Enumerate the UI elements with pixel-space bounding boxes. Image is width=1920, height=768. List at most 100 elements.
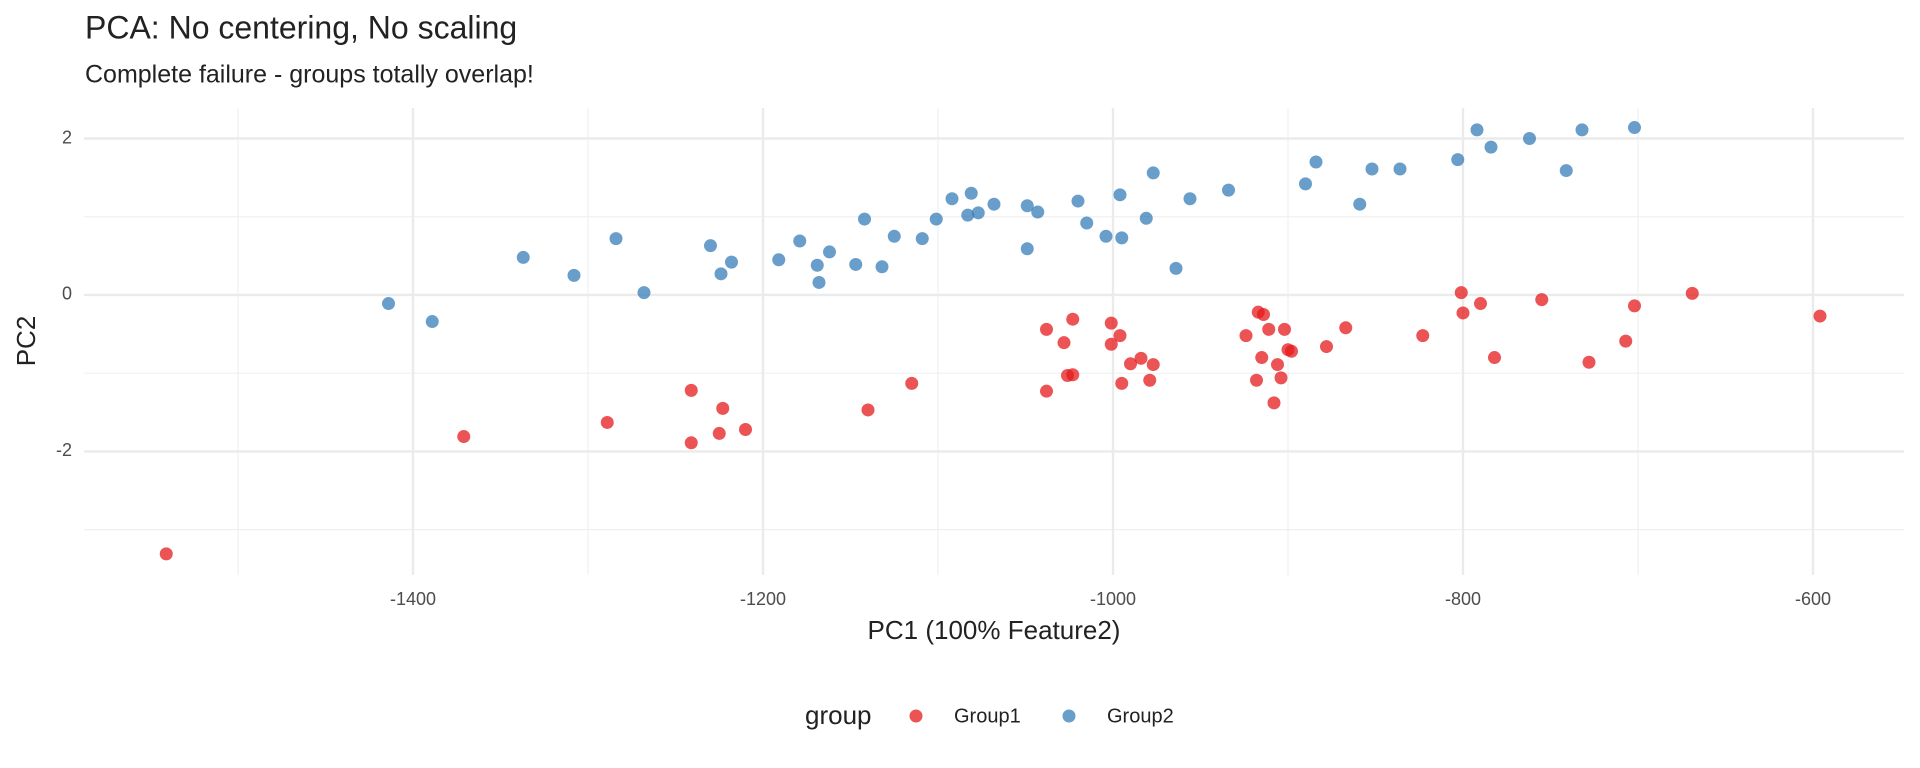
- point: [457, 430, 471, 444]
- point: [600, 415, 614, 429]
- point: [1451, 153, 1465, 167]
- point: [1255, 351, 1269, 365]
- point: [1104, 316, 1118, 330]
- point: [1628, 121, 1641, 135]
- point: [1113, 188, 1127, 202]
- point: [849, 257, 863, 271]
- point: [1582, 355, 1596, 369]
- point: [609, 232, 623, 246]
- point: [1040, 384, 1053, 398]
- point: [725, 255, 738, 269]
- point: [567, 268, 581, 282]
- legend-label: Group2: [1107, 705, 1174, 727]
- point: [858, 212, 871, 226]
- point: [810, 258, 824, 272]
- point: [159, 547, 173, 561]
- point: [1057, 336, 1071, 350]
- point: [1685, 286, 1699, 300]
- legend-marker: [909, 709, 923, 723]
- x-tick-label: -600: [1795, 589, 1831, 609]
- x-tick-label: -800: [1445, 589, 1481, 609]
- legend-marker: [1062, 709, 1076, 723]
- legend-label: Group1: [954, 705, 1021, 727]
- point: [875, 260, 889, 274]
- point: [1365, 162, 1379, 176]
- point: [425, 315, 439, 329]
- point: [516, 250, 530, 264]
- point: [704, 239, 717, 253]
- point: [1575, 123, 1589, 137]
- point: [1299, 177, 1312, 191]
- point: [1285, 344, 1298, 358]
- point: [1115, 376, 1129, 390]
- point: [1474, 297, 1487, 311]
- point: [1271, 358, 1284, 372]
- point: [684, 436, 698, 450]
- point: [1484, 140, 1498, 154]
- y-axis-title: PC2: [11, 316, 41, 367]
- point: [1488, 351, 1501, 365]
- point: [1146, 358, 1160, 372]
- chart-title: PCA: No centering, No scaling: [85, 9, 517, 45]
- point: [1559, 164, 1573, 178]
- point: [1353, 197, 1367, 211]
- point: [915, 232, 929, 246]
- x-tick-label: -1400: [390, 589, 436, 609]
- y-tick-label: 2: [62, 127, 72, 147]
- point: [1020, 199, 1034, 213]
- point: [382, 297, 395, 311]
- point: [1320, 340, 1333, 354]
- point: [1309, 155, 1323, 169]
- point: [1239, 329, 1253, 343]
- point: [823, 245, 836, 259]
- point: [1267, 396, 1281, 410]
- point: [1134, 351, 1148, 365]
- point: [1535, 293, 1549, 307]
- point: [1222, 183, 1235, 197]
- point: [1456, 306, 1470, 320]
- point: [1031, 205, 1045, 219]
- point: [1143, 373, 1157, 387]
- point: [1183, 192, 1197, 206]
- point: [1146, 166, 1160, 180]
- point: [1278, 322, 1291, 336]
- point: [1393, 162, 1407, 176]
- point: [1139, 211, 1153, 225]
- y-tick-label: 0: [62, 284, 72, 304]
- chart-subtitle: Complete failure - groups totally overla…: [85, 61, 534, 89]
- point: [1115, 231, 1129, 245]
- point: [716, 401, 730, 415]
- point: [905, 376, 919, 390]
- point: [1262, 322, 1276, 336]
- point: [1099, 229, 1113, 243]
- point: [971, 206, 985, 220]
- point: [637, 286, 651, 300]
- point: [1066, 312, 1080, 326]
- point: [1071, 194, 1085, 208]
- y-tick-label: -2: [56, 440, 72, 460]
- point: [1040, 322, 1053, 336]
- point: [964, 186, 978, 200]
- point: [712, 426, 726, 440]
- point: [1124, 357, 1137, 371]
- point: [1066, 368, 1080, 382]
- point: [1416, 329, 1430, 343]
- point: [987, 197, 1001, 211]
- point: [945, 192, 959, 206]
- point: [1339, 321, 1353, 335]
- point: [739, 423, 752, 437]
- point: [1169, 261, 1183, 275]
- point: [684, 383, 698, 397]
- point: [1454, 286, 1468, 300]
- point: [793, 234, 807, 248]
- x-tick-label: -1200: [740, 589, 786, 609]
- point: [812, 275, 826, 289]
- point: [1020, 242, 1034, 256]
- point: [772, 253, 786, 267]
- point: [1113, 329, 1127, 343]
- point: [714, 267, 728, 281]
- point: [861, 403, 875, 417]
- point: [1470, 123, 1484, 137]
- point: [929, 212, 943, 226]
